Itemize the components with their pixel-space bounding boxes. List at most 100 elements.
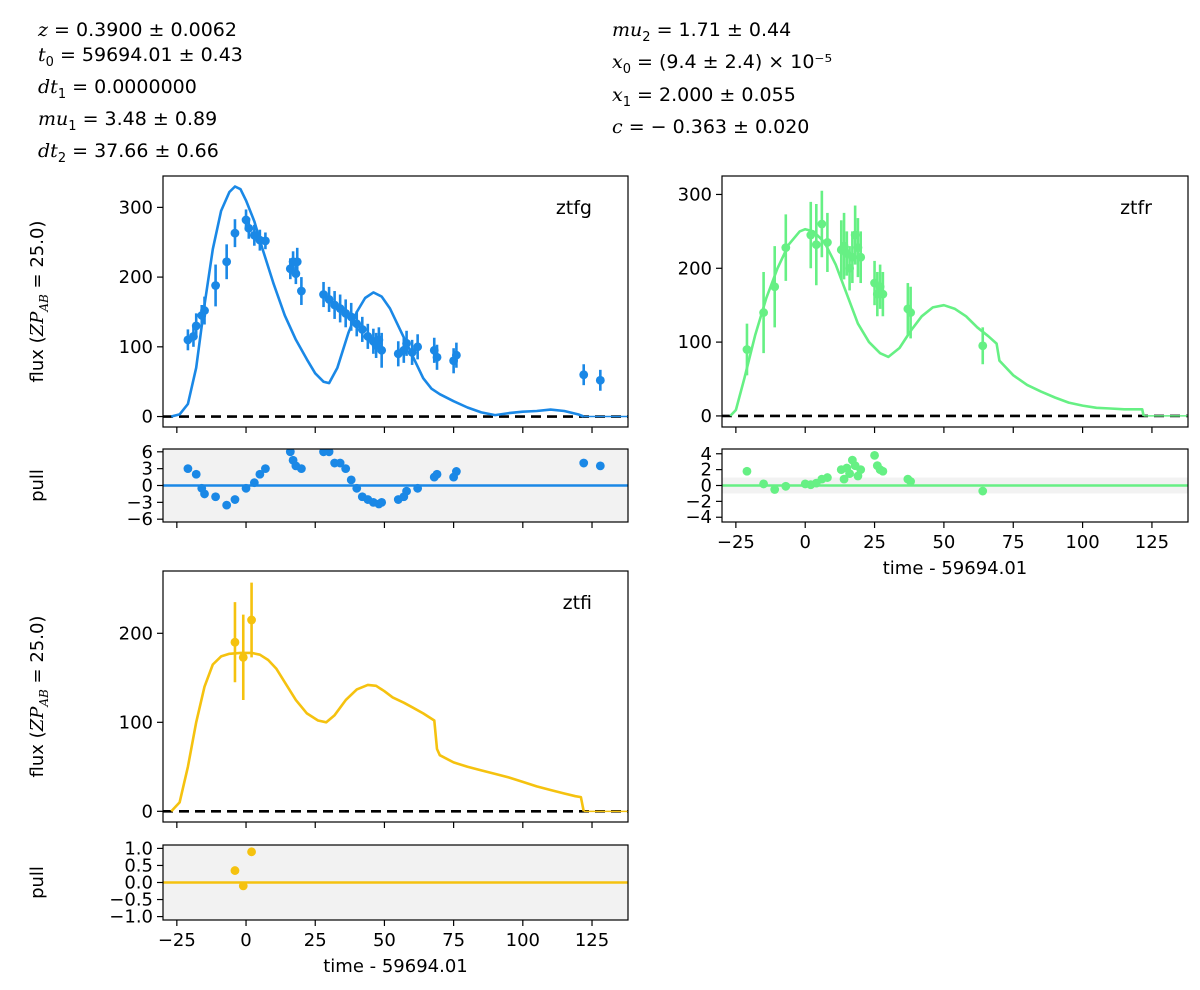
ztfr-pull-point [856,465,866,475]
ztfr-pull-point [742,466,752,476]
param-right-2: x1 = 2.000 ± 0.055 [612,83,796,110]
ztfr-flux-ytick-label: 200 [678,258,712,279]
ztfr-data-point [906,308,916,317]
ztfg-data-point [230,228,240,238]
ztfg-flux-ytick-label: 300 [119,197,153,218]
ztfr-data-point [806,230,816,240]
ztfg-pull-point [191,469,201,479]
ztfr-pull-xtick-label: 125 [1135,532,1169,553]
ztfr-pull-point [870,450,879,460]
ztfr-flux-frame [721,175,1189,428]
ztfr-data-point [878,289,888,299]
ztfr-pull-ytick-label: −4 [685,507,712,528]
ztfr-flux-ytick-label: 100 [678,332,712,353]
param-right-3: c = − 0.363 ± 0.020 [612,115,810,138]
ztfg-band-label: ztfg [556,197,592,219]
ztfi-pull-xtick-label: 75 [442,930,465,951]
ztfr-data-point [811,240,821,250]
ztfg-ylabel: flux (ZPAB = 25.0) [27,221,51,383]
ztfi-pull-xtick-label: 125 [575,930,609,951]
ztfi-pull-xtick-label: 50 [373,930,396,951]
param-left-2: dt1 = 0.0000000 [38,75,197,102]
ztfr-pull-point [845,469,854,478]
ztfi-pull-xtick-label: −25 [158,930,196,951]
fit-params-left: z = 0.3900 ± 0.0062 t0 = 59694.01 ± 0.43 d… [38,18,243,172]
fit-params-right: mu2 = 1.71 ± 0.44 x0 = (9.4 ± 2.4) × 10⁻⁵… [612,18,832,139]
ztfg-flux-ytick-label: 200 [119,267,153,288]
ztfr-data-point [817,219,827,229]
ztfg-pull-point [413,483,423,493]
ztfr-pull-xtick-label: 50 [932,532,955,553]
ztfi-data-point [230,637,240,647]
ztfr-pull-ytick-label: −2 [685,491,712,512]
ztfr-flux-plot [722,190,1188,418]
ztfr-data-point [823,238,832,247]
ztfi-flux-ytick-label: 100 [119,712,153,733]
ztfr-band-label: ztfr [1120,197,1152,219]
ztfg-data-point [191,321,201,331]
ztfg-data-point [451,350,461,360]
ztfg-data-point [211,281,220,290]
ztfg-pull-point [249,478,259,488]
ztfi-pull-ytick-label: 0.5 [124,855,153,876]
ztfi-xlabel: time - 59694.01 [323,956,468,977]
ztfr-data-point [759,308,769,317]
ztfg-data-point [595,375,605,385]
param-left-1: t0 = 59694.01 ± 0.43 [38,43,243,70]
ztfg-data-point [292,257,302,267]
ztfg-pull-point [255,469,265,479]
ztfg-model-curve [170,185,585,418]
ztfr-pull-plot [722,450,1188,496]
ztfg-pull-point [451,467,461,476]
ztfi-pull-ytick-label: −0.5 [109,890,153,911]
ztfg-data-point [402,338,411,348]
param-right-0: mu2 = 1.71 ± 0.44 [612,19,792,45]
ztfi-flux-ytick-label: 0 [142,801,153,822]
ztfg-data-point [407,347,417,357]
ztfi-band-label: ztfi [563,592,592,614]
ztfr-data-point [770,282,780,292]
ztfi-pull-ylabel: pull [27,866,48,899]
ztfg-pull-point [200,489,209,499]
ztfr-pull-point [781,481,791,491]
ztfg-data-point [324,295,334,304]
ztfg-pull-ytick-label: 0 [142,476,153,497]
ztfg-data-point [377,345,387,355]
ztfi-pull-ytick-label: 1.0 [124,838,153,859]
ztfg-pull-point [432,469,442,479]
param-left-0: z = 0.3900 ± 0.0062 [38,19,237,41]
ztfi-pull-frame [162,844,629,921]
ztfi-pull-ytick-label: 0.0 [124,873,153,894]
ztfr-pull-xtick-label: 0 [799,532,810,553]
ztfr-pull-ytick-label: 2 [701,460,712,481]
ztfr-data-point [856,252,866,262]
ztfg-data-point [357,324,367,334]
ztfg-pull-point [285,449,295,457]
ztfg-pull-ytick-label: 6 [142,442,153,463]
ztfg-pull-ytick-label: −6 [126,509,153,530]
ztfr-data-point [781,243,791,253]
ztfr-pull-point [823,473,832,482]
ztfg-pull-point [222,500,232,510]
ztfi-pull-xtick-label: 100 [506,930,540,951]
ztfi-data-point [247,615,256,625]
ztfg-pull-point [183,464,193,474]
ztfi-flux-ytick-label: 200 [119,623,153,644]
ztfg-flux-ytick-label: 0 [142,407,153,428]
ztfg-pull-point [230,495,240,504]
ztfg-pull-frame [162,448,629,523]
ztfg-pull-point [352,483,362,493]
ztfg-pull-ytick-label: 3 [142,459,153,480]
ztfg-data-point [432,352,442,362]
ztfg-flux-ytick-label: 100 [119,337,153,358]
ztfi-pull-xtick-label: 25 [304,930,327,951]
ztfi-pull-point [247,847,256,857]
ztfi-pull-xtick-label: 0 [240,930,251,951]
ztfr-pull-ytick-label: 4 [701,444,712,465]
ztfg-pull-point [324,449,334,457]
ztfr-pull-point [839,474,849,484]
ztfg-data-point [200,306,209,315]
ztfg-pull-point [402,486,411,496]
